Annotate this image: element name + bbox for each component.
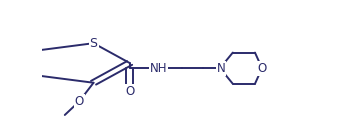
Text: N: N bbox=[217, 62, 225, 75]
Text: O: O bbox=[125, 85, 134, 98]
Text: O: O bbox=[257, 62, 266, 75]
Text: O: O bbox=[74, 95, 84, 108]
Text: NH: NH bbox=[150, 62, 167, 75]
Text: S: S bbox=[90, 37, 97, 50]
